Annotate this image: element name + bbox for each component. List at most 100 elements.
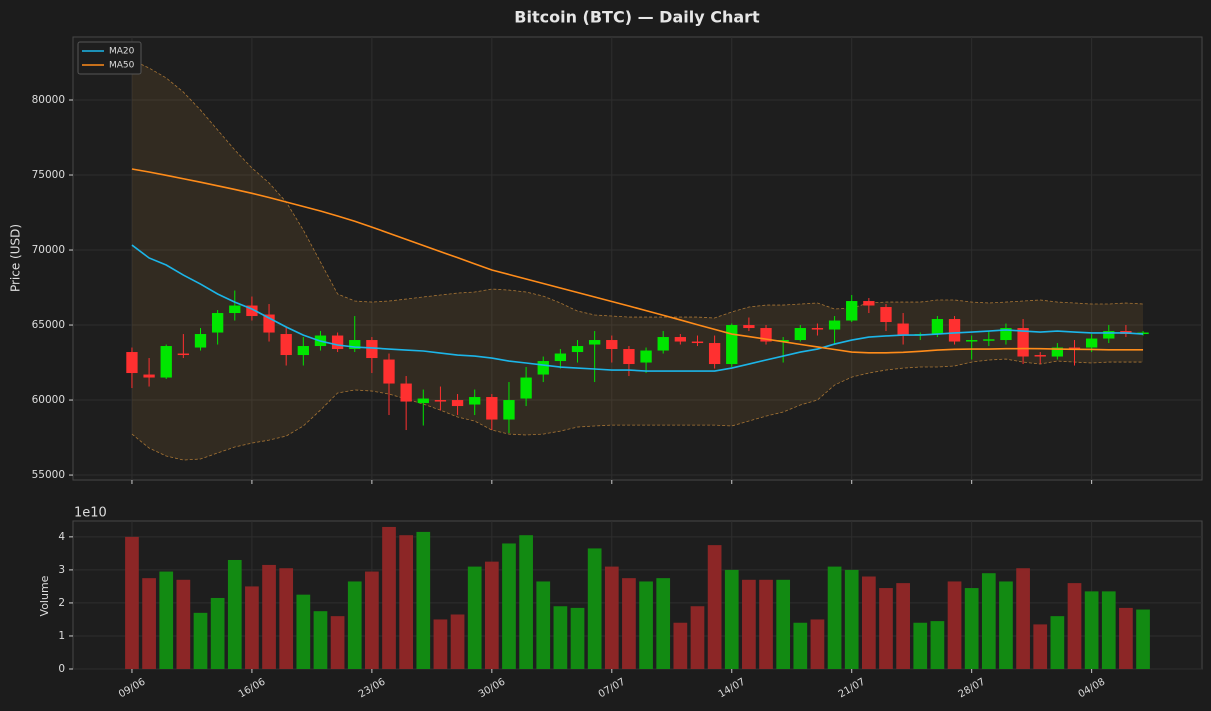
candle-body [777,340,789,342]
legend-label: MA20 [109,47,135,57]
volume-bar [227,559,242,669]
offset-label: 1e10 [74,506,107,521]
volume-bar [1136,609,1150,669]
volume-bar [313,611,328,669]
volume-bar [896,583,910,669]
volume-bar [793,622,808,669]
y-tick-label: 65000 [32,319,65,331]
volume-bar [656,578,671,669]
volume-bar [964,588,979,669]
price-panel [72,36,1203,481]
candle-body [469,397,481,405]
volume-bar [296,594,311,669]
candle-body [126,352,138,374]
volume-bar [861,576,876,669]
candle-body [760,328,772,342]
volume-bar [450,614,465,669]
y-tick-label: 2 [58,597,65,609]
volume-bar [981,573,996,669]
candle-body [640,350,652,363]
mark-layer [125,168,1150,669]
candle-body [520,377,532,399]
candle-body [983,339,995,341]
candle-body [211,313,224,333]
volume-bar [827,566,842,669]
ma-line [131,168,1144,354]
y-tick-label: 80000 [32,94,65,106]
candle-body [1103,331,1115,339]
candle-body [366,340,378,359]
candle-body [537,361,549,375]
volume-bar [142,578,156,669]
candle-body [1000,328,1012,341]
volume-bar [245,586,259,669]
volume-bar [1033,624,1048,669]
legend-label: MA50 [109,61,135,71]
candle-body [246,305,258,317]
y-axis-label: Price (USD) [9,224,23,292]
volume-bar [1067,583,1082,669]
y-tick-label: 75000 [32,169,65,181]
candle-body [794,328,806,341]
legend [77,41,142,75]
volume-bar [570,607,585,669]
volume-bar [330,616,345,669]
volume-bar [467,566,482,669]
candle-body [589,340,601,345]
chart-title: Bitcoin (BTC) — Daily Chart [514,8,760,27]
volume-bar [622,578,636,669]
candle-body [708,343,721,365]
candle-body [177,353,190,356]
volume-bar [776,579,791,669]
volume-bar [365,571,379,669]
volume-bar [347,581,362,669]
volume-bar [690,606,705,669]
candle-body [897,323,909,336]
volume-axis-label: Volume [38,575,51,616]
volume-bar [210,597,225,669]
volume-bar [1016,568,1030,669]
volume-bar [193,612,208,669]
candle-body [434,400,447,402]
volume-bar [416,531,431,669]
candle-body [1017,328,1029,357]
candle-body [1034,355,1046,357]
candle-body [554,353,567,362]
candle-body [674,337,686,342]
candle-body [143,374,155,378]
ma-line [131,244,1144,372]
volume-bar [484,561,499,669]
candle-body [503,400,515,420]
candle-body [726,325,738,365]
candle-body [280,334,292,356]
y-tick-label: 4 [58,531,65,543]
volume-bar [999,581,1013,669]
volume-bar [742,579,756,669]
y-tick-label: 1 [58,630,65,642]
volume-bar [707,545,722,669]
volume-bar [1101,591,1116,669]
candle-body [451,400,464,407]
volume-bar [399,535,414,669]
candle-body [623,349,635,365]
candle-body [846,301,858,321]
candle-body [349,340,361,350]
y-tick-label: 60000 [32,394,65,406]
candle-body [263,314,275,333]
volume-bar [673,622,688,669]
volume-bar [159,571,174,669]
candle-body [1051,347,1064,357]
volume-bar [382,526,396,669]
volume-bar [947,581,962,669]
candle-body [606,340,618,350]
y-tick-label: 3 [58,564,65,576]
y-tick-label: 0 [58,663,65,675]
volume-bar [553,606,568,669]
candle-body [743,325,755,329]
candle-body [229,305,241,314]
volume-bar [262,564,276,669]
volume-bar [279,568,294,669]
candle-body [657,337,669,351]
y-tick-label: 70000 [32,244,65,256]
